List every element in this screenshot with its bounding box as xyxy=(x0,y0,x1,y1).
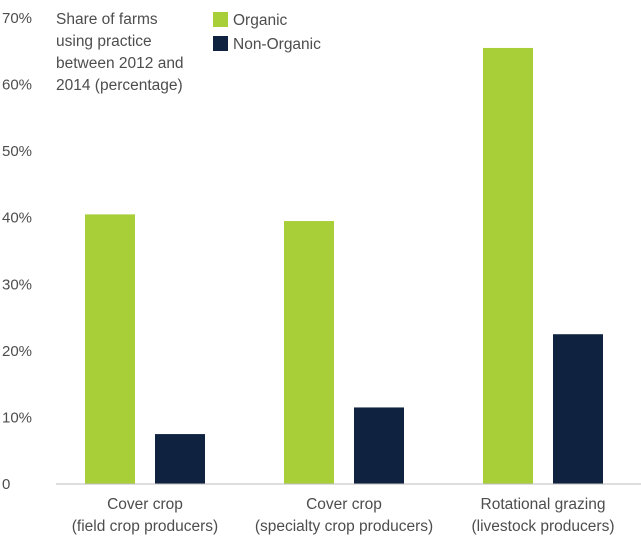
bars xyxy=(85,47,603,485)
y-tick-label: 50% xyxy=(2,143,32,160)
y-tick-label: 0 xyxy=(2,476,10,493)
bar-organic xyxy=(85,214,135,484)
legend-swatch xyxy=(213,36,228,51)
chart-title-line: using practice xyxy=(56,33,152,50)
y-tick-label: 30% xyxy=(2,276,32,293)
bar-organic xyxy=(483,47,533,484)
y-tick-label: 70% xyxy=(2,10,32,27)
category-label: Rotational grazing xyxy=(481,496,606,513)
y-tick-label: 40% xyxy=(2,210,32,227)
y-tick-label: 60% xyxy=(2,77,32,94)
chart-title-line: between 2012 and xyxy=(56,55,184,72)
category-label: (specialty crop producers) xyxy=(255,518,433,535)
bar-non-organic xyxy=(553,334,603,484)
y-tick-label: 10% xyxy=(2,409,32,426)
y-axis-ticks: 0 10% 20% 30% 40% 50% 60% 70% xyxy=(2,10,32,493)
category-label: Cover crop xyxy=(306,496,382,513)
legend: Organic Non-Organic xyxy=(213,12,321,53)
chart-title: Share of farms using practice between 2012… xyxy=(56,11,184,94)
category-label: Cover crop xyxy=(107,496,183,513)
bar-non-organic xyxy=(354,407,404,484)
legend-swatch xyxy=(213,12,228,27)
legend-label: Non-Organic xyxy=(233,36,321,53)
x-axis-categories: Cover crop (field crop producers) Cover cr… xyxy=(72,496,615,535)
category-label: (field crop producers) xyxy=(72,518,218,535)
chart-title-line: 2014 (percentage) xyxy=(56,77,183,94)
bar-organic xyxy=(284,221,334,485)
category-label: (livestock producers) xyxy=(472,518,615,535)
chart-title-line: Share of farms xyxy=(56,11,158,28)
legend-label: Organic xyxy=(233,12,288,29)
y-tick-label: 20% xyxy=(2,343,32,360)
bar-non-organic xyxy=(155,434,205,484)
